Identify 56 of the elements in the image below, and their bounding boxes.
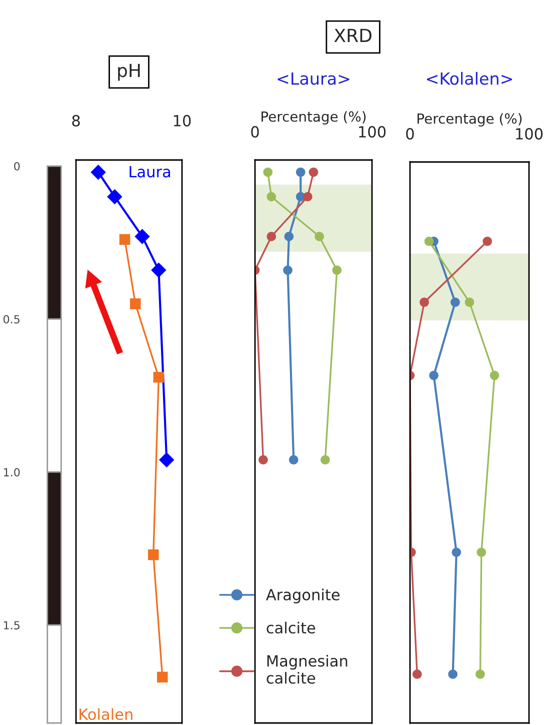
point [148, 549, 159, 560]
x-axis-title: Percentage (%) [262, 111, 366, 124]
point [288, 455, 298, 465]
chart-subtitle: <Kolalen> [427, 72, 512, 85]
x-tick-label: 8 [72, 114, 80, 126]
point [452, 548, 462, 557]
x-tick-label: 100 [516, 128, 543, 140]
x-tick-label: 0 [251, 126, 259, 138]
point [159, 452, 174, 468]
point [134, 229, 150, 244]
point [283, 265, 292, 275]
x-tick-label: 0 [406, 128, 414, 140]
point [464, 298, 474, 307]
point [412, 670, 422, 679]
point [476, 548, 486, 557]
point [420, 298, 429, 307]
y-tick-label: 0.5 [4, 315, 20, 324]
chart-subtitle: <Laura> [278, 72, 350, 85]
point [263, 168, 273, 177]
point [157, 672, 168, 682]
x-tick-label: 100 [359, 126, 386, 138]
point [151, 262, 166, 278]
point [490, 370, 500, 380]
text: Kolalen [80, 708, 132, 720]
y-tick-label: 1.5 [4, 621, 20, 630]
point [424, 236, 434, 246]
legend-label: Magnesian calcite [266, 654, 348, 684]
y-tick-label: 0 [14, 162, 20, 170]
chart-title: pH [118, 64, 140, 81]
point [266, 192, 276, 202]
point [450, 298, 460, 307]
x-tick-label: 10 [174, 114, 191, 126]
point [119, 234, 130, 245]
chart-title: XRD [334, 28, 372, 42]
legend-label: Aragonite [266, 588, 340, 604]
point [320, 455, 330, 465]
point [107, 189, 122, 204]
point [296, 168, 306, 177]
point [476, 670, 485, 679]
legend-label: calcite [266, 622, 316, 634]
point [284, 232, 294, 242]
point [482, 236, 492, 246]
point [448, 670, 458, 679]
point [258, 455, 268, 465]
series-label: Laura [130, 166, 170, 178]
y-tick-label: 1.0 [4, 468, 20, 476]
point [90, 164, 106, 180]
point [130, 298, 141, 310]
point [332, 265, 342, 275]
point [302, 192, 312, 202]
point [429, 370, 438, 380]
point [153, 372, 164, 383]
x-axis-title: Percentage (%) [418, 113, 522, 126]
point [314, 232, 324, 242]
point [308, 168, 318, 177]
point [266, 232, 276, 242]
